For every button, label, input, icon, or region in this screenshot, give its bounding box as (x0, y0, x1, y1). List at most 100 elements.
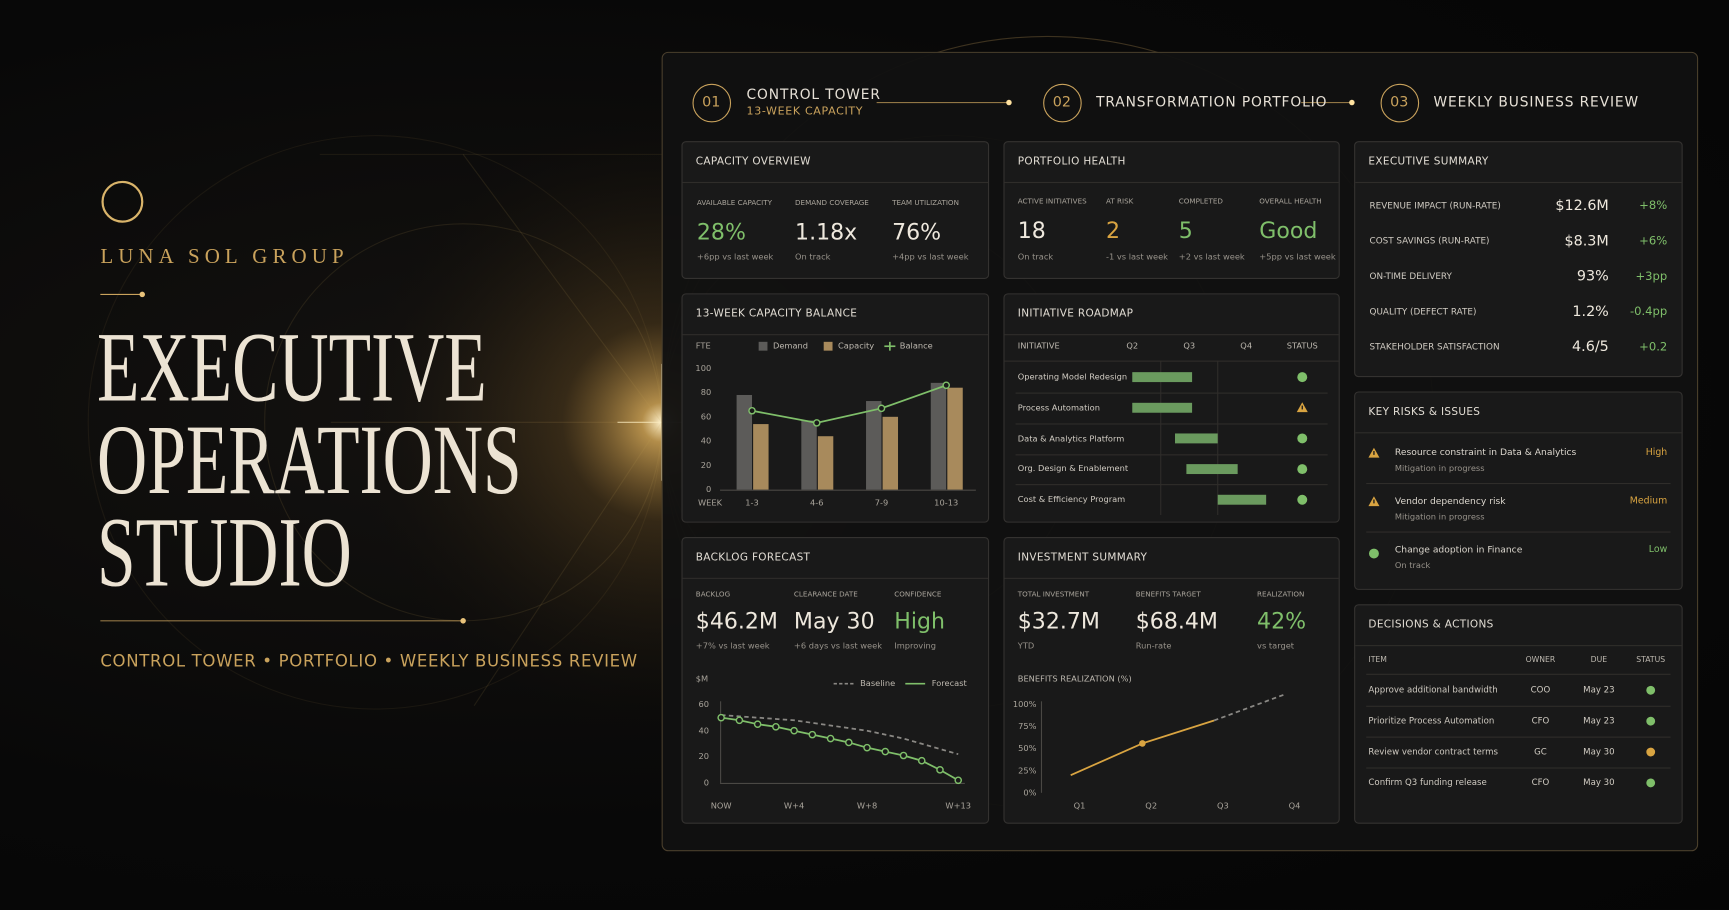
y-tick-label: 75% (1018, 721, 1037, 732)
tab-sublabel: 13-WEEK CAPACITY (746, 105, 864, 118)
kpi-value: 18 (1017, 217, 1046, 244)
status-icon (1297, 464, 1308, 475)
tab-number: 03 (1390, 94, 1409, 111)
roadmap-bar (1174, 433, 1218, 444)
risk-status: Mitigation in progress (1394, 511, 1485, 522)
bar (947, 387, 963, 490)
decision-item: Prioritize Process Automation (1368, 715, 1495, 726)
metric-value: 4.6/5 (1572, 339, 1609, 356)
y-tick-label: 60 (698, 699, 710, 710)
roadmap-card: INITIATIVE ROADMAP INITIATIVE Q2 Q3 Q4 STATUS… (1003, 293, 1340, 523)
status-dot (1646, 716, 1656, 726)
x-tick-label: NOW (710, 800, 732, 811)
kpi-label: BACKLOG (695, 589, 731, 599)
status-icon (1297, 433, 1308, 444)
card-graphics (1646, 685, 1656, 788)
y-tick-label: 80 (700, 387, 712, 398)
metric-label: QUALITY (DEFECT RATE) (1369, 306, 1477, 317)
kpi-label: TOTAL INVESTMENT (1017, 589, 1090, 599)
decisions-card: DECISIONS & ACTIONS ITEM OWNER DUE STATUS App… (1354, 604, 1683, 824)
decision-cell: May 23 (1583, 715, 1615, 726)
kpi-note: +2 vs last week (1178, 251, 1245, 262)
point (954, 776, 963, 785)
point (790, 726, 798, 735)
metric-delta: +8% (1639, 199, 1668, 213)
row-divider (1366, 767, 1671, 769)
metric-delta: -0.4pp (1629, 305, 1668, 319)
x-tick-label: 4-6 (809, 497, 824, 508)
card-divider (682, 577, 989, 579)
portfolio-health-card: PORTFOLIO HEALTH ACTIVE INITIATIVES 18 On t… (1003, 141, 1340, 279)
point (936, 766, 944, 774)
point (748, 406, 756, 415)
x-tick-label: W+8 (856, 800, 878, 811)
roadmap-bar (1217, 494, 1267, 505)
metric-label: STAKEHOLDER SATISFACTION (1369, 341, 1500, 352)
card-divider (682, 181, 989, 184)
tab-label[interactable]: WEEKLY BUSINESS REVIEW (1433, 93, 1640, 110)
card-graphics (1132, 360, 1308, 515)
card-divider (1004, 181, 1339, 184)
point (826, 734, 835, 743)
risk-icon (1368, 548, 1379, 559)
status-dot (1646, 778, 1656, 788)
row-divider (1366, 531, 1671, 533)
tab-number-circle[interactable] (692, 83, 732, 123)
bar (736, 394, 753, 490)
kpi-note: +6 days vs last week (793, 640, 883, 651)
x-tick-label: 1-3 (745, 497, 759, 508)
y-tick-label: 50% (1018, 743, 1037, 754)
bar (930, 382, 947, 490)
decision-cell: May 23 (1583, 684, 1615, 695)
kpi-value: High (894, 607, 945, 635)
card-title: CAPACITY OVERVIEW (695, 155, 811, 168)
metric-value: $12.6M (1555, 197, 1609, 215)
tab-label[interactable]: CONTROL TOWER (746, 85, 881, 103)
risk-level: Medium (1629, 495, 1668, 507)
tab-number-circle[interactable] (1380, 83, 1420, 123)
column-header: Q4 (1240, 341, 1253, 351)
kpi-label: AT RISK (1105, 197, 1134, 206)
kpi-label: REALIZATION (1257, 589, 1305, 599)
y-tick-label: 100 (695, 363, 712, 373)
tab-number: 01 (702, 94, 721, 111)
x-tick-label: Q1 (1073, 800, 1086, 811)
tab-number-circle[interactable] (1043, 83, 1082, 123)
kpi-note: vs target (1257, 640, 1295, 651)
decision-cell: CFO (1531, 777, 1550, 788)
hero-title: OPERATIONS (97, 405, 522, 515)
kpi-value: $68.4M (1135, 607, 1218, 635)
metric-value: 93% (1576, 268, 1609, 286)
risk-title: Change adoption in Finance (1394, 543, 1523, 555)
card-title: EXECUTIVE SUMMARY (1368, 155, 1489, 168)
kpi-label: BENEFITS TARGET (1135, 589, 1201, 599)
bar (753, 424, 769, 490)
kpi-value: Good (1259, 217, 1318, 244)
metric-delta: +3pp (1635, 269, 1668, 284)
legend-swatch (758, 341, 768, 351)
legend-label: Capacity (838, 341, 875, 351)
initiative-name: Cost & Efficiency Program (1017, 494, 1126, 505)
x-tick-label: 10-13 (934, 497, 959, 508)
point (917, 756, 926, 765)
chart-title: BENEFITS REALIZATION (%) (1017, 674, 1132, 684)
metric-label: ON-TIME DELIVERY (1369, 271, 1452, 282)
kpi-note: Run-rate (1135, 640, 1172, 651)
point (753, 720, 762, 728)
card-title: PORTFOLIO HEALTH (1017, 155, 1126, 168)
tab-label[interactable]: TRANSFORMATION PORTFOLIO (1096, 93, 1328, 110)
point (735, 716, 744, 725)
series-line (1213, 693, 1287, 722)
point (877, 404, 886, 413)
decision-cell: CFO (1531, 715, 1550, 726)
legend-label: Baseline (860, 678, 896, 689)
kpi-note: YTD (1017, 640, 1035, 651)
x-tick-label: W+4 (783, 800, 805, 811)
decision-cell: COO (1530, 684, 1551, 695)
kpi-label: TEAM UTILIZATION (892, 198, 959, 208)
x-tick-label: Q2 (1145, 800, 1158, 811)
series-line (751, 384, 947, 424)
card-divider (1004, 577, 1339, 579)
decision-cell: May 30 (1583, 777, 1615, 788)
